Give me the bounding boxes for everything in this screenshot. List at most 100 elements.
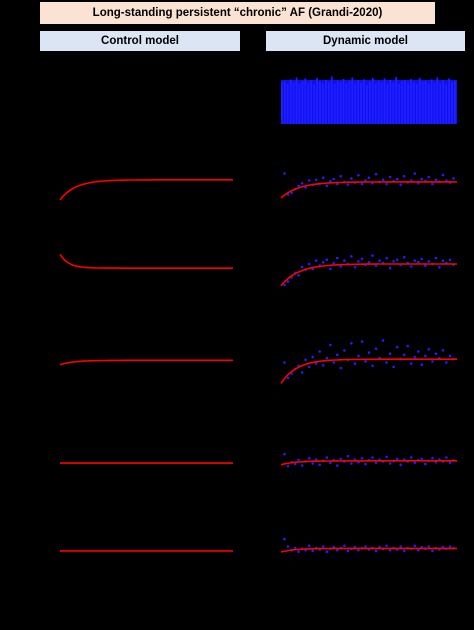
scatter-point-row3-12 (325, 356, 329, 360)
scatter-point-row3-15 (336, 353, 339, 357)
scatter-point-row2-24 (367, 261, 371, 264)
scatter-point-row1-41 (427, 175, 431, 179)
bar-2 (286, 83, 289, 124)
scatter-point-row2-4 (297, 274, 300, 277)
scatter-point-row4-46 (445, 456, 448, 459)
scatter-point-row3-43 (434, 352, 438, 356)
scatter-point-row2-32 (395, 258, 399, 262)
scatter-point-row5-34 (402, 549, 406, 553)
scatter-point-row2-15 (336, 256, 339, 260)
bar-55 (442, 80, 445, 124)
bar-53 (436, 77, 439, 124)
scatter-point-row1-5 (300, 182, 304, 185)
scatter-point-row3-20 (353, 362, 357, 365)
scatter-point-row5-21 (357, 548, 360, 552)
bar-21 (342, 78, 345, 124)
bar-33 (377, 80, 380, 124)
scatter-point-row5-37 (413, 544, 417, 548)
scatter-point-row5-41 (427, 545, 431, 548)
scatter-point-row3-9 (314, 362, 318, 365)
bar-12 (316, 77, 318, 124)
scatter-point-row3-30 (388, 352, 392, 356)
scatter-point-row3-41 (427, 348, 431, 351)
scatter-point-row3-29 (385, 361, 388, 364)
scatter-point-row3-0 (283, 361, 286, 364)
bar-51 (430, 79, 433, 124)
scatter-point-row1-39 (420, 177, 424, 181)
scatter-point-row2-43 (434, 256, 438, 260)
bar-49 (424, 80, 427, 124)
scatter-point-row3-22 (360, 340, 364, 343)
scatter-point-row5-15 (336, 548, 339, 552)
scatter-point-row5-23 (364, 545, 367, 548)
scatter-point-row2-30 (388, 266, 392, 270)
scatter-point-row4-4 (297, 458, 300, 462)
scatter-point-row4-26 (374, 461, 378, 465)
bar-5 (295, 77, 298, 124)
scatter-point-row3-42 (431, 360, 434, 363)
bar-32 (374, 83, 377, 124)
scatter-point-row4-19 (350, 462, 353, 465)
scatter-point-row4-39 (420, 457, 424, 461)
control-curve-row2 (59, 253, 233, 269)
scatter-point-row1-18 (346, 183, 350, 186)
scatter-point-row2-14 (332, 261, 336, 265)
dynamic-fit-curve-row4 (280, 460, 457, 466)
scatter-point-row2-9 (314, 259, 318, 262)
bar-3 (289, 79, 292, 124)
scatter-point-row5-17 (343, 544, 346, 548)
scatter-point-row4-32 (395, 457, 399, 461)
bar-1 (283, 80, 286, 124)
scatter-point-row4-33 (399, 463, 403, 467)
scatter-point-row3-40 (424, 354, 427, 358)
scatter-point-row2-22 (360, 257, 364, 261)
scatter-point-row1-9 (314, 178, 318, 182)
scatter-point-row4-7 (307, 456, 311, 460)
scatter-point-row4-16 (339, 457, 343, 461)
scatter-point-row3-31 (392, 365, 395, 369)
bar-42 (404, 80, 406, 124)
scatter-point-row4-0 (283, 452, 286, 456)
scatter-point-row4-40 (424, 462, 427, 466)
scatter-point-row3-34 (402, 353, 406, 357)
scatter-point-row2-26 (374, 264, 378, 267)
bar-31 (371, 77, 374, 124)
scatter-point-row2-27 (378, 259, 381, 262)
scatter-point-row1-19 (350, 177, 353, 180)
scatter-point-row3-13 (329, 343, 332, 347)
bar-24 (351, 77, 354, 124)
scatter-point-row3-11 (321, 364, 325, 367)
scatter-point-row2-34 (402, 255, 406, 259)
scatter-point-row4-37 (413, 461, 417, 465)
scatter-point-row2-21 (357, 260, 360, 263)
bar-58 (451, 81, 453, 124)
scatter-point-row1-22 (360, 182, 364, 186)
bar-37 (389, 79, 392, 124)
bar-23 (348, 81, 351, 124)
scatter-point-row3-21 (357, 354, 360, 358)
scatter-point-row4-9 (314, 458, 318, 461)
scatter-point-row4-25 (371, 456, 374, 459)
bar-36 (386, 84, 389, 124)
dynamic-fit-curve-row3 (280, 358, 457, 384)
bar-11 (313, 84, 316, 124)
bar-25 (354, 83, 357, 124)
scatter-point-row3-24 (367, 351, 371, 354)
scatter-point-row1-33 (399, 183, 403, 186)
scatter-point-row2-1 (286, 280, 290, 283)
scatter-point-row2-40 (424, 264, 427, 267)
scatter-point-row3-32 (395, 345, 399, 349)
scatter-point-row4-22 (360, 456, 364, 460)
bar-46 (415, 84, 418, 124)
scatter-point-row3-17 (343, 349, 346, 352)
scatter-point-row5-18 (346, 549, 350, 553)
control-curve-row3 (59, 359, 233, 366)
scatter-point-row5-0 (283, 537, 286, 541)
scatter-point-row1-24 (367, 176, 371, 179)
bar-28 (363, 79, 365, 124)
control-curve-row1 (59, 179, 233, 201)
bar-56 (445, 84, 448, 124)
bar-44 (410, 78, 412, 124)
bar-8 (304, 78, 307, 124)
bar-6 (298, 84, 301, 124)
